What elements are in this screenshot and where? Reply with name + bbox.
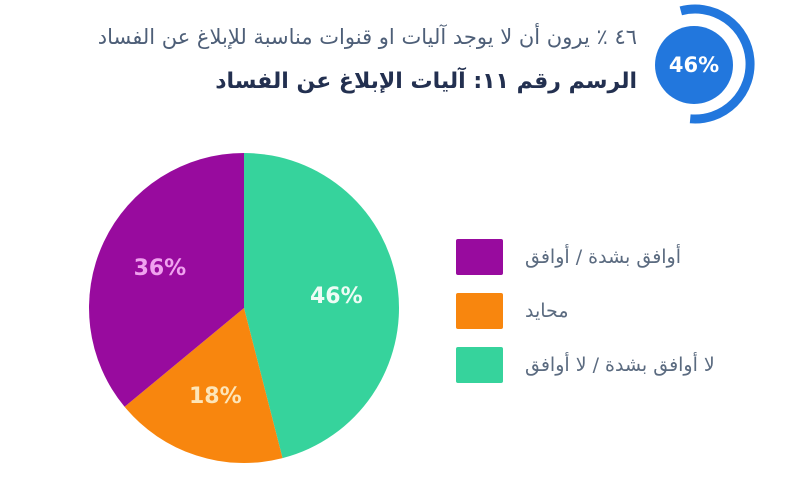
- pie-slice-label-18%: 18%: [189, 384, 242, 409]
- legend-item: لا أوافق بشدة / لا أوافق: [456, 347, 715, 383]
- badge-svg: 46%: [655, 4, 755, 124]
- badge-arc-icon: [679, 4, 755, 124]
- percentage-badge: 46%: [650, 4, 764, 126]
- legend-item: محايد: [456, 293, 715, 329]
- headline-text: ٤٦ ٪ يرون أن لا يوجد آليات او قنوات مناس…: [97, 25, 637, 49]
- figure-title: الرسم رقم ١١: آليات الإبلاغ عن الفساد: [215, 69, 637, 95]
- pie-slice-36%: [89, 153, 245, 407]
- legend-swatch-neutral: [456, 293, 503, 329]
- legend-item-label: محايد: [525, 300, 569, 322]
- pie-slice-18%: [124, 308, 283, 464]
- pie-slice-46%: [244, 153, 400, 459]
- pie-chart: 46% 18% 36%: [86, 150, 402, 466]
- pie-chart-svg: 46% 18% 36%: [89, 153, 400, 464]
- legend-item-label: أوافق بشدة / أوافق: [525, 246, 682, 268]
- legend: أوافق بشدة / أوافق محايد لا أوافق بشدة /…: [456, 239, 715, 401]
- badge-circle: [655, 26, 733, 104]
- pie-slice-label-36%: 36%: [134, 256, 187, 281]
- legend-item: أوافق بشدة / أوافق: [456, 239, 715, 275]
- pie-slice-label-46%: 46%: [310, 284, 363, 309]
- title-block: ٤٦ ٪ يرون أن لا يوجد آليات او قنوات مناس…: [77, 24, 637, 97]
- legend-swatch-agree: [456, 239, 503, 275]
- legend-swatch-disagree: [456, 347, 503, 383]
- badge-value: 46%: [669, 53, 719, 77]
- legend-item-label: لا أوافق بشدة / لا أوافق: [525, 354, 715, 376]
